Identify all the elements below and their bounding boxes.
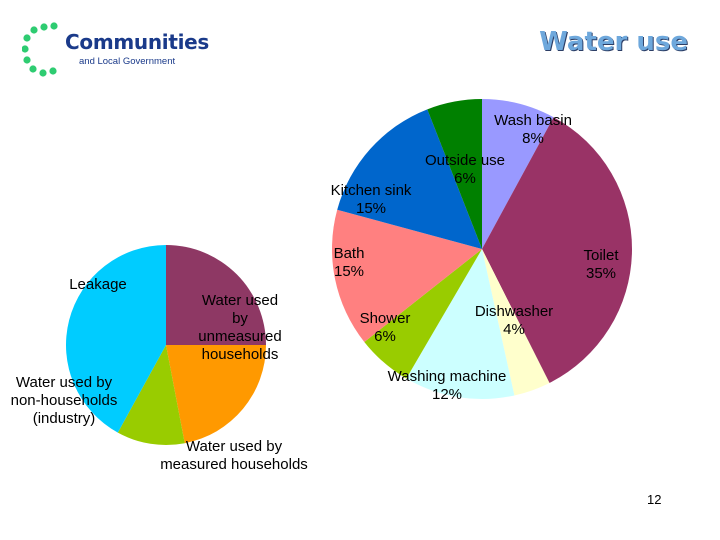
pie-slice-kitchen-sink bbox=[337, 109, 482, 249]
chart-labels: Leakage Water used by non-households (indus… bbox=[11, 112, 620, 473]
page-number: 12 bbox=[647, 492, 662, 507]
pie-slice-water-used-by-non-households-industry bbox=[166, 345, 266, 444]
pie-slice-washing-machine bbox=[406, 249, 515, 399]
slice-label-non-households: Water used by non-households (industry) bbox=[11, 374, 118, 427]
slice-label-bath: Bath 15% bbox=[334, 245, 365, 280]
right-pie-chart bbox=[331, 99, 632, 399]
slice-label-unmeasured-households: Water used by unmeasured households bbox=[198, 292, 281, 363]
pie-slice-wash-basin bbox=[482, 99, 554, 249]
pie-slice-bath bbox=[331, 209, 482, 342]
left-pie-chart bbox=[65, 245, 266, 446]
slice-label-dishwasher: Dishwasher 4% bbox=[475, 303, 553, 338]
pie-slice-toilet bbox=[482, 117, 632, 383]
logo-subtitle: and Local Government bbox=[79, 56, 176, 67]
pie-slice-water-used-by-unmeasured-households bbox=[65, 245, 166, 433]
slice-label-leakage: Leakage bbox=[69, 276, 127, 293]
pie-slice-outside-use bbox=[427, 99, 482, 249]
communities-logo: Communities and Local Government bbox=[21, 22, 209, 84]
slice-label-measured-households: Water used by measured households bbox=[160, 438, 308, 473]
slice-label-shower: Shower 6% bbox=[360, 310, 411, 345]
pie-slice-leakage bbox=[166, 245, 266, 345]
slice-label-toilet: Toilet 35% bbox=[583, 247, 619, 282]
pie-slice-dishwasher bbox=[482, 249, 550, 396]
slice-label-kitchen-sink: Kitchen sink 15% bbox=[331, 182, 412, 217]
logo-title: Communities bbox=[65, 30, 210, 54]
pie-slice-shower bbox=[364, 249, 482, 379]
slice-label-washing-machine: Washing machine 12% bbox=[388, 368, 507, 403]
pie-slice-water-used-by-measured-households bbox=[117, 345, 185, 446]
logo-dots-icon bbox=[21, 22, 58, 77]
page-title: Water use bbox=[539, 27, 688, 57]
slice-label-wash-basin: Wash basin 8% bbox=[494, 112, 572, 147]
slice-label-outside-use: Outside use 6% bbox=[425, 152, 505, 187]
